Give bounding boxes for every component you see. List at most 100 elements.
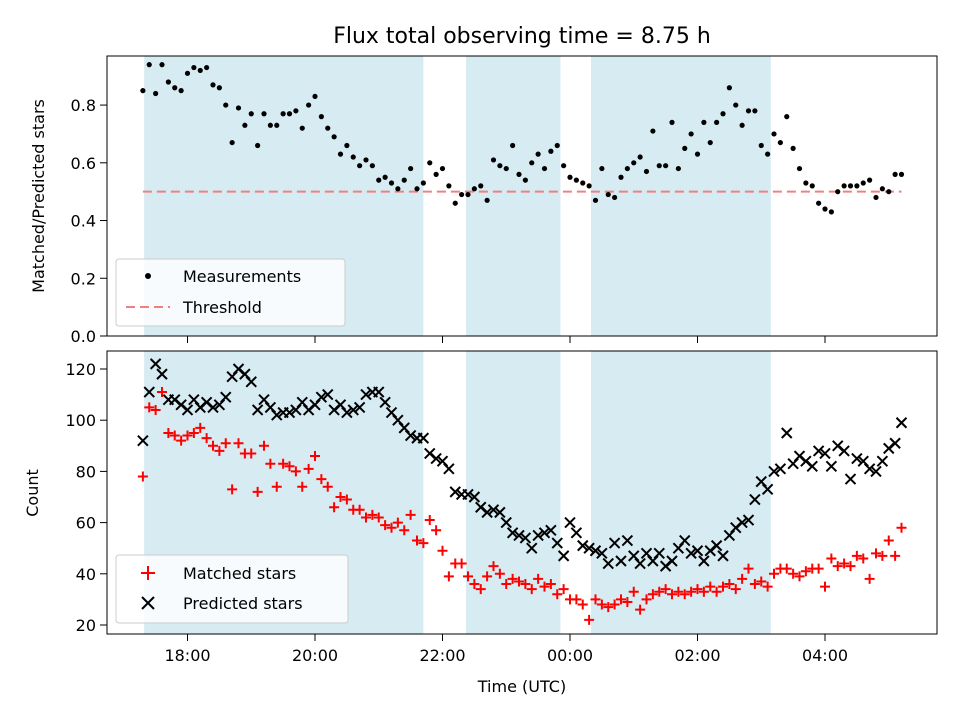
matched-star-point: [718, 581, 728, 592]
measurement-point: [605, 191, 611, 198]
measurement-point: [331, 134, 337, 140]
measurement-point: [490, 157, 497, 163]
top-y-tick-label: 0.6: [71, 154, 96, 173]
predicted-star-point: [481, 506, 493, 519]
measurement-point: [306, 102, 312, 108]
predicted-star-point: [577, 539, 589, 552]
matched-star-point: [737, 573, 748, 584]
matched-star-point: [609, 599, 620, 610]
bottom-x-tick-label: 22:00: [419, 646, 465, 665]
matched-star-point: [259, 440, 269, 451]
measurement-point: [573, 177, 579, 183]
measurement-point: [765, 151, 771, 157]
matched-star-point: [469, 579, 480, 590]
measurement-point: [535, 151, 541, 157]
predicted-star-point: [564, 516, 576, 529]
predicted-star-point: [851, 452, 863, 465]
predicted-star-point: [781, 427, 793, 439]
measurement-point: [465, 191, 471, 198]
measurement-point: [427, 160, 433, 166]
predicted-star-point: [889, 437, 901, 449]
predicted-star-point: [819, 447, 831, 460]
matched-star-point: [520, 579, 531, 590]
predicted-star-point: [698, 555, 710, 567]
measurement-point: [752, 108, 758, 114]
matched-star-point: [667, 589, 677, 600]
measurement-point: [809, 183, 815, 189]
measurement-point: [796, 165, 803, 172]
predicted-star-point: [615, 555, 627, 567]
measurement-point: [471, 186, 477, 192]
measurement-point: [701, 119, 707, 125]
matched-star-point: [552, 589, 563, 600]
measurement-point: [446, 183, 452, 189]
measurement-point: [707, 139, 713, 146]
top-y-ticks: 0.0 0.2 0.4 0.6 0.8: [71, 96, 107, 346]
measurement-point: [599, 165, 605, 172]
matched-star-point: [533, 573, 544, 584]
measurement-point: [771, 131, 777, 137]
measurement-point: [420, 180, 426, 186]
predicted-star-point: [825, 460, 838, 472]
measurement-point: [191, 64, 197, 71]
predicted-star-point: [271, 409, 283, 421]
measurement-point: [663, 163, 669, 169]
predicted-star-point: [449, 486, 461, 498]
predicted-star-point: [513, 529, 525, 542]
matched-star-point: [367, 509, 378, 520]
matched-star-point: [316, 474, 327, 485]
measurement-point: [401, 177, 407, 183]
predicted-star-point: [149, 358, 162, 370]
matched-star-point: [195, 422, 206, 433]
measurement-point: [784, 114, 790, 120]
measurement-point: [210, 82, 216, 88]
measurement-point: [529, 160, 535, 166]
predicted-star-point: [373, 386, 385, 398]
matched-star-point: [820, 581, 830, 592]
measurement-point: [726, 85, 732, 91]
measurement-point: [408, 165, 414, 172]
matched-star-point: [443, 571, 454, 582]
bottom-x-tick-label: 20:00: [292, 646, 338, 665]
measurement-point: [376, 177, 382, 183]
predicted-star-point: [710, 539, 723, 552]
measurement-point: [592, 197, 599, 203]
measurement-point: [688, 131, 694, 137]
predicted-star-point: [322, 388, 334, 401]
measurement-point: [280, 111, 286, 117]
top-legend: Measurements Threshold: [115, 258, 346, 327]
matched-star-point: [392, 517, 403, 528]
measurement-point: [522, 177, 528, 183]
bottom-x-tick-label: 18:00: [164, 646, 210, 665]
measurement-point: [197, 67, 203, 74]
matched-star-point: [137, 471, 148, 482]
measurement-point: [325, 125, 331, 131]
top-legend-box: [115, 258, 346, 327]
measurement-point: [879, 186, 885, 192]
measurement-point: [388, 180, 395, 186]
matched-star-point: [373, 512, 384, 523]
matched-star-point: [412, 535, 422, 546]
measurement-point: [758, 142, 764, 149]
matched-star-point: [660, 584, 671, 595]
matched-star-point: [558, 584, 569, 595]
predicted-star-point: [691, 545, 704, 557]
matched-star-point: [424, 515, 435, 526]
measurement-point: [777, 139, 783, 146]
predicted-star-point: [220, 391, 232, 403]
measurement-point: [886, 189, 892, 195]
predicted-star-point: [749, 493, 761, 506]
matched-star-point: [341, 494, 352, 505]
predicted-star-point: [653, 547, 665, 560]
predicted-star-point: [353, 401, 366, 414]
measurement-point: [892, 171, 898, 177]
matched-star-point: [826, 553, 837, 564]
measurement-point: [363, 157, 369, 163]
matched-star-point: [577, 599, 588, 610]
observing-window-3: [591, 351, 771, 634]
measurement-point: [586, 183, 592, 189]
measurement-point: [286, 111, 293, 117]
measurement-point: [554, 142, 560, 149]
matched-star-point: [507, 573, 518, 584]
measurement-point: [694, 151, 701, 157]
